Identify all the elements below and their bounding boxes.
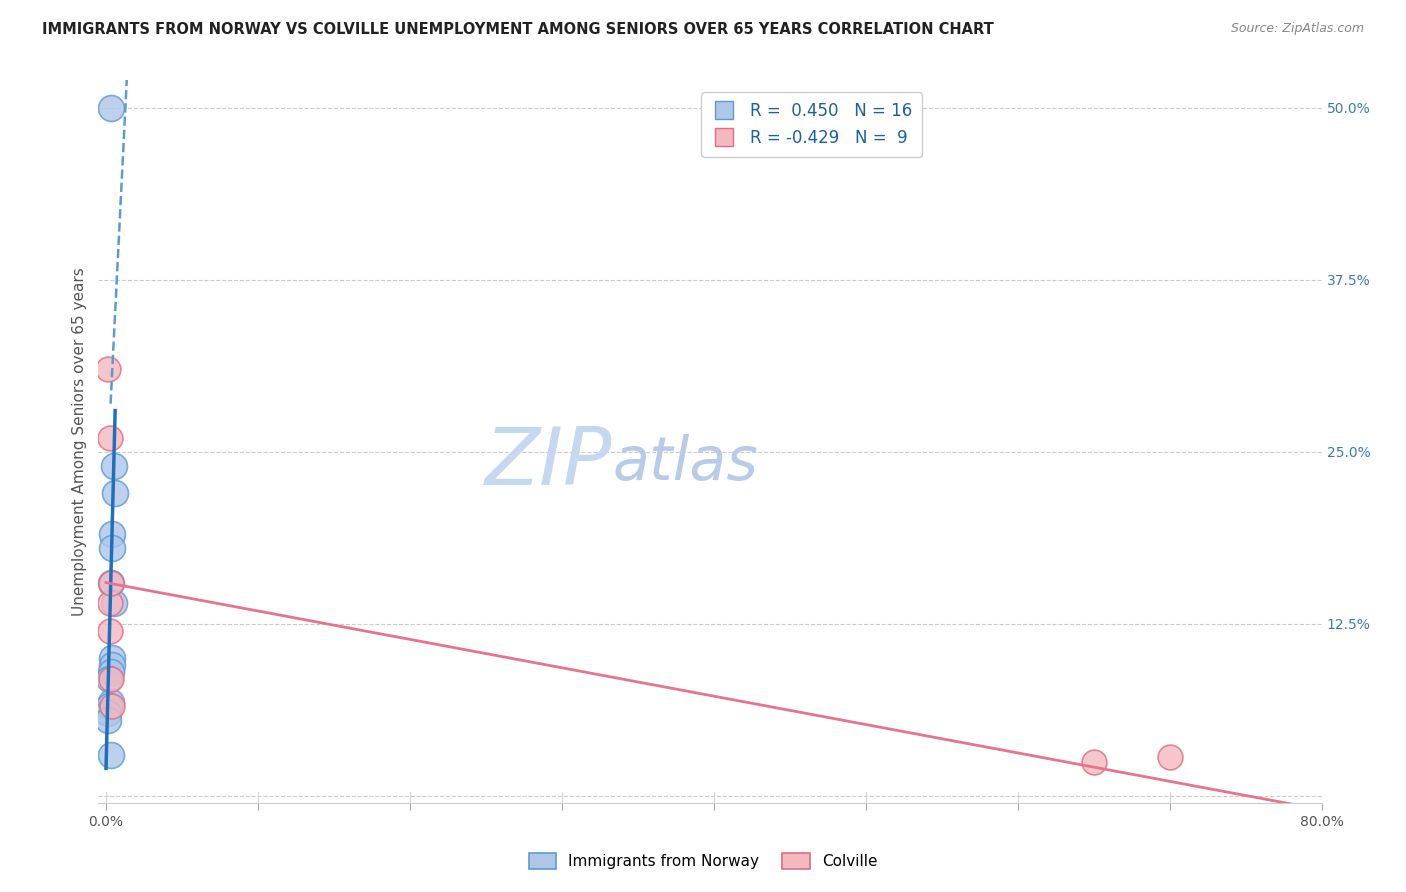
Point: [97, 706, 120, 721]
Point: [103, 596, 125, 610]
Point: [101, 527, 124, 541]
Point: [101, 541, 124, 556]
Point: [100, 695, 122, 709]
Point: [1083, 755, 1105, 769]
Point: [101, 651, 124, 665]
Point: [98, 699, 121, 714]
Point: [98, 431, 121, 445]
Point: [1159, 750, 1181, 764]
Text: atlas: atlas: [612, 434, 758, 492]
Text: Source: ZipAtlas.com: Source: ZipAtlas.com: [1230, 22, 1364, 36]
Point: [98, 624, 121, 638]
Point: [100, 575, 122, 590]
Point: [103, 458, 125, 473]
Point: [100, 575, 122, 590]
Point: [98, 672, 121, 686]
Point: [104, 486, 127, 500]
Legend: R =  0.450   N = 16, R = -0.429   N =  9: R = 0.450 N = 16, R = -0.429 N = 9: [702, 92, 922, 157]
Point: [100, 747, 122, 762]
Text: ZIP: ZIP: [485, 425, 612, 502]
Point: [100, 672, 122, 686]
Legend: Immigrants from Norway, Colville: Immigrants from Norway, Colville: [523, 847, 883, 875]
Point: [100, 665, 122, 679]
Y-axis label: Unemployment Among Seniors over 65 years: Unemployment Among Seniors over 65 years: [72, 268, 87, 615]
Text: IMMIGRANTS FROM NORWAY VS COLVILLE UNEMPLOYMENT AMONG SENIORS OVER 65 YEARS CORR: IMMIGRANTS FROM NORWAY VS COLVILLE UNEMP…: [42, 22, 994, 37]
Point: [101, 699, 124, 714]
Point: [98, 596, 121, 610]
Point: [100, 101, 122, 115]
Point: [101, 658, 124, 673]
Point: [97, 713, 120, 727]
Point: [97, 362, 120, 376]
